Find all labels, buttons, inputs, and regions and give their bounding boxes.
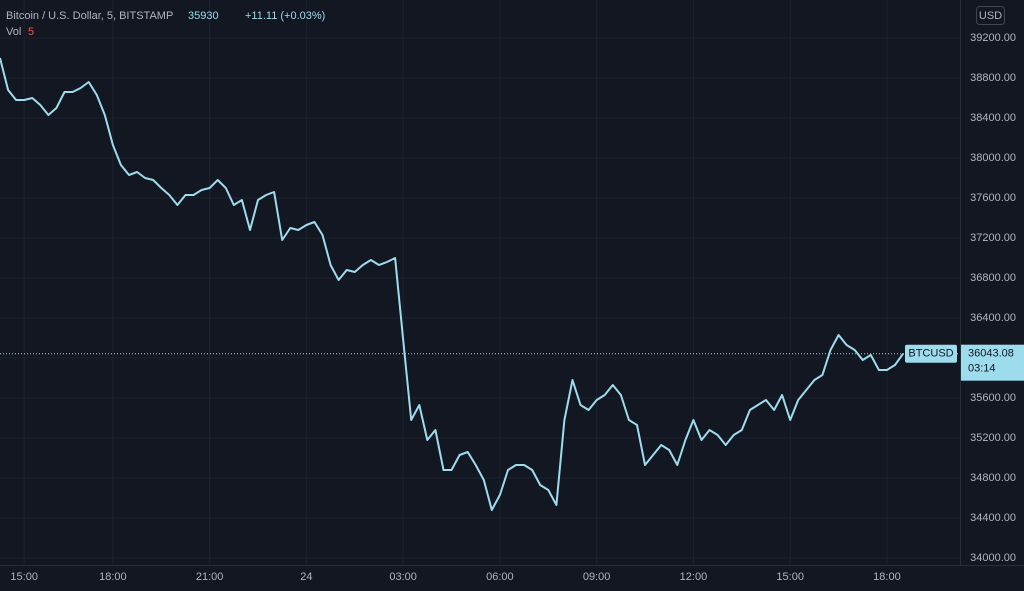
y-tick-label: 36400.00: [970, 312, 1016, 324]
grid: [0, 0, 960, 565]
volume-length: 5: [28, 26, 34, 38]
y-tick-label: 34400.00: [970, 512, 1016, 524]
y-tick-label: 35200.00: [970, 432, 1016, 444]
x-tick-label: 06:00: [486, 571, 514, 583]
price-tag-label: 36043.08: [968, 348, 1014, 360]
x-tick-label: 15:00: [10, 571, 38, 583]
y-tick-label: 38000.00: [970, 152, 1016, 164]
y-tick-label: 38400.00: [970, 112, 1016, 124]
x-tick-label: 18:00: [873, 571, 901, 583]
y-tick-label: 37200.00: [970, 232, 1016, 244]
symbol-tag: [905, 344, 957, 363]
y-tick-label: 37600.00: [970, 192, 1016, 204]
volume-label: Vol: [6, 26, 21, 38]
currency[interactable]: USD: [979, 10, 1002, 22]
y-tick-label: 34000.00: [970, 552, 1016, 564]
last-price: 35930: [188, 10, 219, 22]
x-tick-label: 12:00: [680, 571, 708, 583]
countdown: 03:14: [968, 363, 996, 375]
currency-button[interactable]: [976, 6, 1005, 25]
labels: 34000.00 34400.00 34800.00 35200.00 35600.00…: [10, 32, 1024, 583]
symbol-title: Bitcoin / U.S. Dollar, 5, BITSTAMP: [6, 10, 173, 22]
x-tick-label: 15:00: [776, 571, 804, 583]
y-tick-label: 38800.00: [970, 72, 1016, 84]
x-tick-label: 21:00: [196, 571, 224, 583]
x-tick-label: 09:00: [583, 571, 611, 583]
x-tick-label: 18:00: [99, 571, 127, 583]
symbol-tag-label: BTCUSD: [908, 348, 953, 360]
price-change: +11.11 (+0.03%): [245, 10, 325, 22]
y-tick-label: 36800.00: [970, 272, 1016, 284]
y-tick-label: 34800.00: [970, 472, 1016, 484]
y-tick-label: 35600.00: [970, 392, 1016, 404]
y-tick-label: 39200.00: [970, 32, 1016, 44]
x-tick-label: 24: [300, 571, 312, 583]
x-tick-label: 03:00: [389, 571, 417, 583]
plot: [0, 57, 960, 511]
price-line: [0, 57, 904, 511]
price-tag: [961, 344, 1024, 381]
